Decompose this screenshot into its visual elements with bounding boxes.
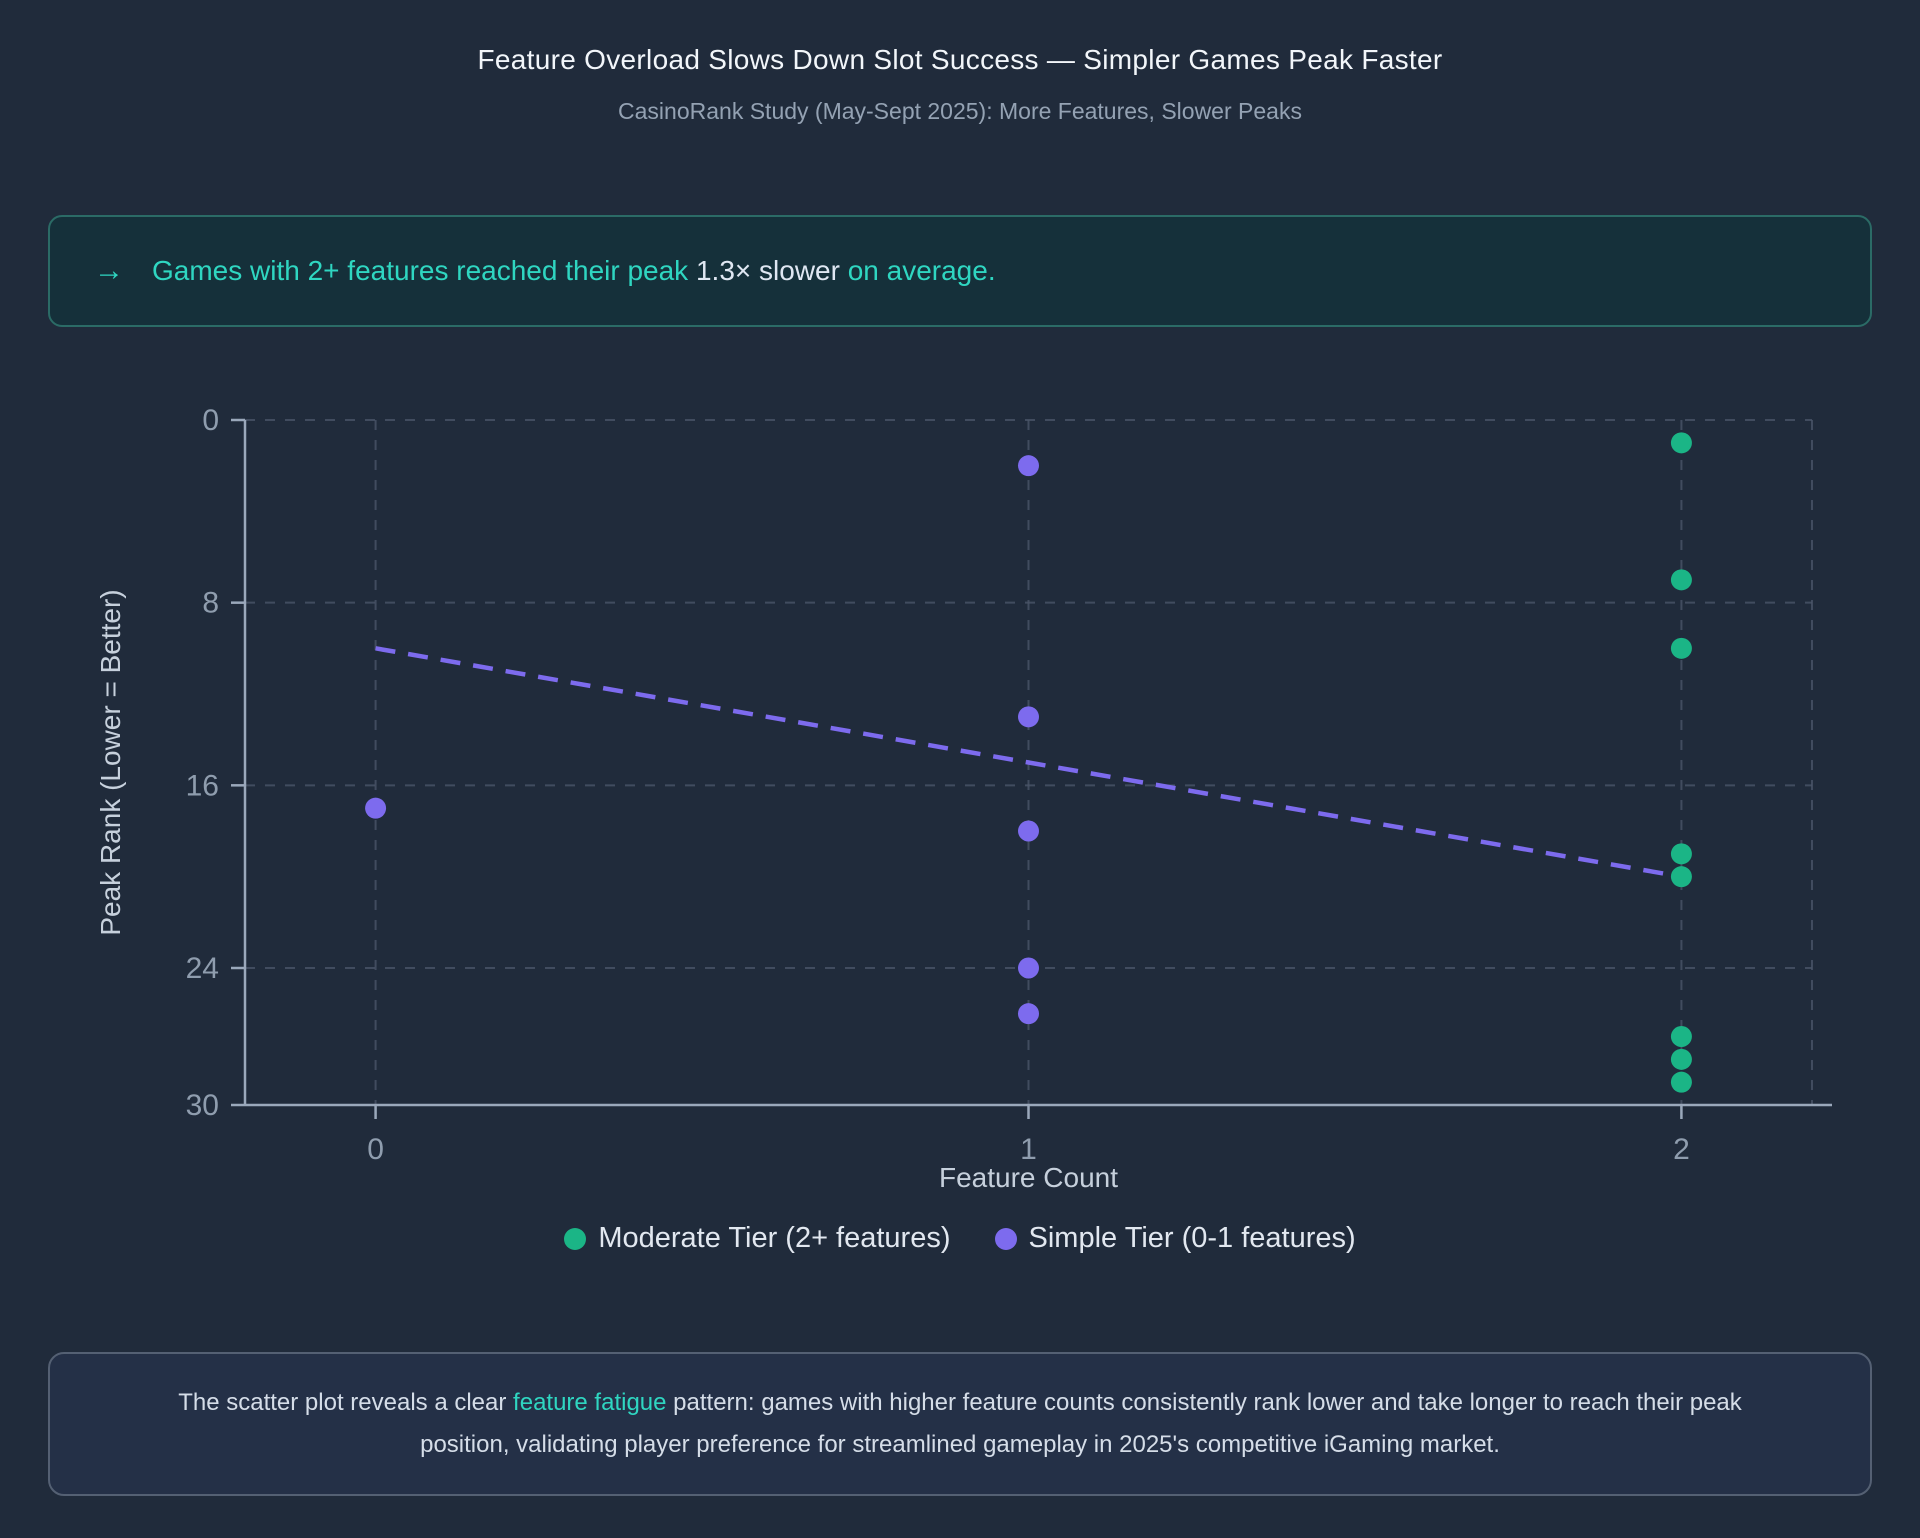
insight-text: Games with 2+ features reached their pea… — [152, 255, 996, 286]
scatter-point-simple-tier[interactable] — [1018, 455, 1039, 477]
page-subtitle: CasinoRank Study (May-Sept 2025): More F… — [618, 98, 1302, 124]
legend-item-moderate-tier[interactable]: Moderate Tier (2+ features) — [564, 1222, 951, 1255]
trendline — [375, 646, 1682, 879]
scatter-point-moderate-tier[interactable] — [1670, 637, 1692, 659]
legend-dot-green-icon — [564, 1227, 587, 1250]
scatter-chart: 0 8 16 24 30 0 1 2 Peak Rank (Lower = Better) Fea… — [48, 340, 1872, 1220]
y-tick-label: 30 — [186, 1089, 219, 1122]
scatter-point-moderate-tier[interactable] — [1670, 866, 1692, 888]
y-tick-label: 8 — [202, 587, 219, 620]
scatter-point-moderate-tier[interactable] — [1670, 843, 1692, 865]
y-tick-label: 0 — [202, 404, 219, 437]
scatter-point-simple-tier[interactable] — [365, 797, 387, 819]
legend-item-simple-tier[interactable]: Simple Tier (0-1 features) — [994, 1222, 1356, 1255]
summary-box: The scatter plot reveals a clear feature… — [48, 1352, 1872, 1496]
x-tick-label: 2 — [1673, 1133, 1690, 1166]
scatter-point-simple-tier[interactable] — [1018, 820, 1039, 842]
y-tick-label: 24 — [186, 952, 219, 985]
insight-callout: → Games with 2+ features reached their p… — [48, 215, 1872, 327]
x-axis-title: Feature Count — [939, 1162, 1118, 1193]
insight-highlight: 1.3× slower — [695, 255, 840, 286]
legend-dot-purple-icon — [994, 1227, 1017, 1250]
scatter-point-simple-tier[interactable] — [1018, 1003, 1039, 1025]
chart-legend: Moderate Tier (2+ features) Simple Tier … — [0, 1222, 1920, 1255]
y-axis-title: Peak Rank (Lower = Better) — [95, 589, 126, 935]
x-tick-label: 1 — [1020, 1133, 1037, 1166]
x-tick-label: 0 — [367, 1133, 384, 1166]
y-tick-label: 16 — [186, 769, 219, 802]
legend-label: Simple Tier (0-1 features) — [1028, 1222, 1356, 1254]
scatter-point-moderate-tier[interactable] — [1670, 1048, 1692, 1070]
scatter-point-moderate-tier[interactable] — [1670, 432, 1692, 454]
summary-text: The scatter plot reveals a clear feature… — [178, 1389, 1742, 1458]
scatter-point-moderate-tier[interactable] — [1670, 1071, 1692, 1093]
legend-label: Moderate Tier (2+ features) — [598, 1222, 951, 1254]
scatter-point-simple-tier[interactable] — [1018, 706, 1039, 728]
scatter-chart-svg: 0 8 16 24 30 0 1 2 Peak Rank (Lower = Better) Fea… — [95, 404, 1832, 1193]
summary-highlight: feature fatigue — [513, 1389, 667, 1416]
arrow-right-icon: → — [94, 254, 124, 287]
scatter-point-moderate-tier[interactable] — [1670, 569, 1692, 591]
scatter-point-simple-tier[interactable] — [1018, 957, 1039, 979]
scatter-point-moderate-tier[interactable] — [1670, 1026, 1692, 1047]
page-title: Feature Overload Slows Down Slot Success… — [477, 44, 1443, 75]
